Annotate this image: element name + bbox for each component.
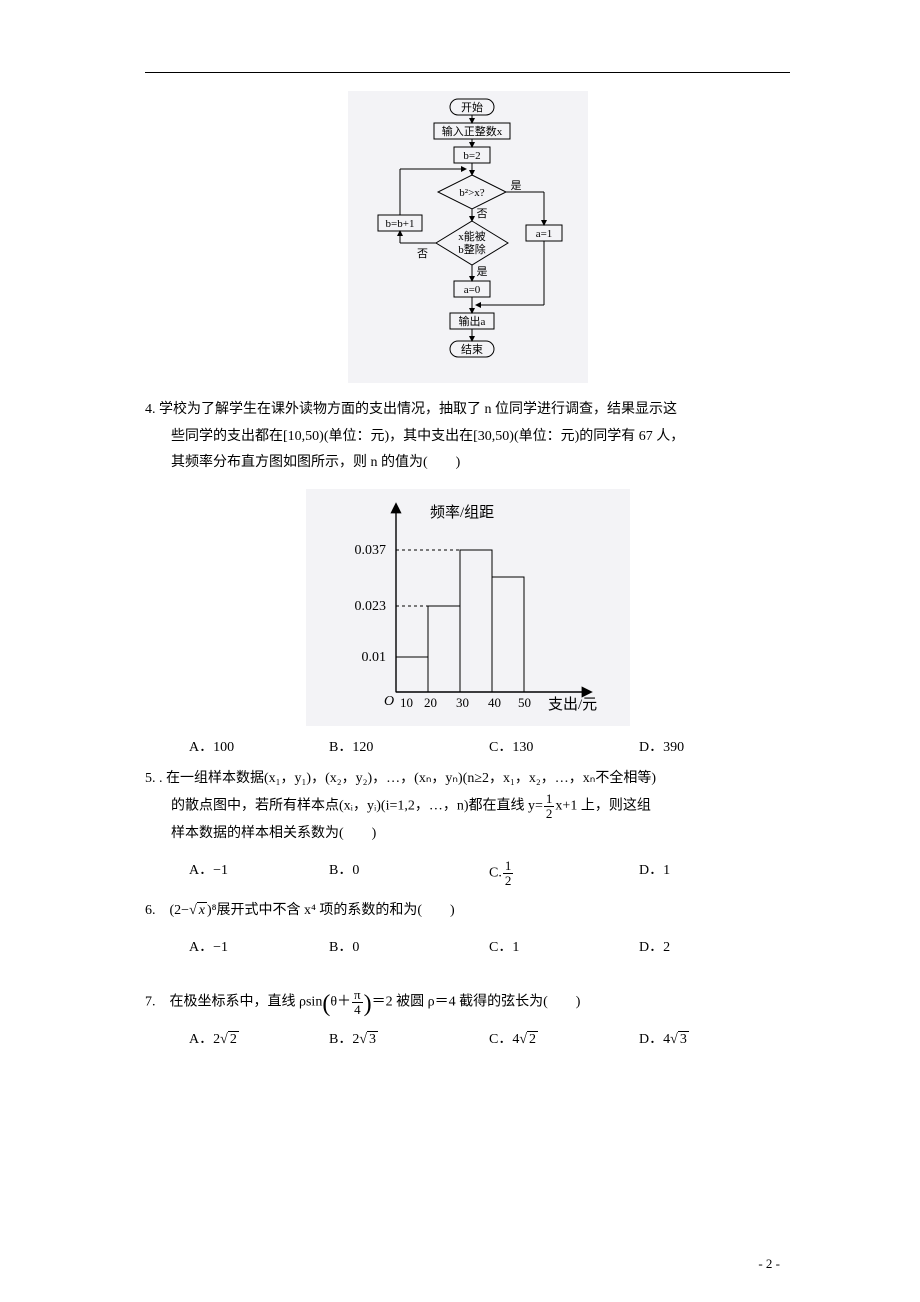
q5-opt-d: D．1 [639,859,670,887]
q7-opt-a: A．2√2 [189,1028,329,1048]
q5-opt-a: A．−1 [189,859,329,887]
q6-opt-d: D．2 [639,936,670,956]
page-number: - 2 - [758,1256,780,1272]
svg-text:输出a: 输出a [458,314,485,328]
q4-line2: 些同学的支出都在[10,50)(单位：元)，其中支出在[30,50)(单位：元)… [145,424,790,451]
flowchart-svg: 开始 输入正整数x b=2 b²>x? 是 [358,97,578,372]
q4-opt-a: A．100 [189,736,329,756]
question-5: 5. . 在一组样本数据(x₁，y₁)，(x₂，y₂)，…，(xₙ，yₙ)(n≥… [145,766,790,847]
q6-opt-b: B．0 [329,936,489,956]
svg-text:b=2: b=2 [463,150,480,162]
q4-opt-b: B．120 [329,736,489,756]
q6-opt-c: C．1 [489,936,639,956]
q5-line1: 5. . 在一组样本数据(x₁，y₁)，(x₂，y₂)，…，(xₙ，yₙ)(n≥… [145,766,790,793]
q7-opt-d: D．4√3 [639,1028,689,1048]
svg-text:30: 30 [456,695,469,710]
q5-line3: 样本数据的样本相关系数为( ) [145,821,790,848]
q5-options: A．−1 B．0 C.12 D．1 [145,859,790,887]
svg-text:O: O [384,694,394,709]
svg-text:0.037: 0.037 [354,543,386,558]
svg-text:开始: 开始 [461,100,483,114]
q5-opt-c: C.12 [489,859,639,887]
q4-opt-d: D．390 [639,736,684,756]
q7-opt-c: C．4√2 [489,1028,639,1048]
question-7: 7. 在极坐标系中，直线 ρsin(θ＋π4)＝2 被圆 ρ＝4 截得的弦长为(… [145,988,790,1016]
svg-text:输入正整数x: 输入正整数x [441,124,502,138]
svg-text:是: 是 [510,179,521,192]
q7-options: A．2√2 B．2√3 C．4√2 D．4√3 [145,1028,790,1048]
svg-text:50: 50 [518,695,531,710]
svg-text:否: 否 [417,248,428,260]
svg-text:0.01: 0.01 [361,650,386,665]
q5-line2: 的散点图中，若所有样本点(xᵢ，yᵢ)(i=1,2，…，n)都在直线 y=12x… [145,792,790,820]
svg-text:是: 是 [476,265,487,278]
q4-line3: 其频率分布直方图如图所示，则 n 的值为( ) [145,450,790,477]
svg-text:0.023: 0.023 [354,599,386,614]
q4-opt-c: C．130 [489,736,639,756]
histogram-svg: 频率/组距 支出/元 O 0.01 0.023 0.037 10 20 30 4… [318,497,618,717]
svg-text:x能被: x能被 [458,229,486,243]
q6-opt-a: A．−1 [189,936,329,956]
flowchart-figure: 开始 输入正整数x b=2 b²>x? 是 [145,91,790,383]
svg-text:b²>x?: b²>x? [459,187,485,199]
histogram-figure: 频率/组距 支出/元 O 0.01 0.023 0.037 10 20 30 4… [145,489,790,726]
svg-text:20: 20 [424,695,437,710]
svg-text:b=b+1: b=b+1 [385,218,414,230]
q5-opt-b: B．0 [329,859,489,887]
svg-text:否: 否 [476,208,487,220]
q6-options: A．−1 B．0 C．1 D．2 [145,936,790,956]
svg-text:频率/组距: 频率/组距 [430,504,494,521]
q7-opt-b: B．2√3 [329,1028,489,1048]
svg-text:支出/元: 支出/元 [548,696,597,713]
svg-text:10: 10 [400,695,413,710]
q4-line1: 4. 学校为了解学生在课外读物方面的支出情况，抽取了 n 位同学进行调查，结果显… [145,397,790,424]
question-6: 6. (2−√x)⁸展开式中不含 x⁴ 项的系数的和为( ) [145,898,790,925]
svg-text:40: 40 [488,695,501,710]
q4-options: A．100 B．120 C．130 D．390 [145,736,790,756]
svg-text:b整除: b整除 [458,242,486,256]
question-4: 4. 学校为了解学生在课外读物方面的支出情况，抽取了 n 位同学进行调查，结果显… [145,397,790,477]
svg-text:结束: 结束 [461,343,483,356]
header-rule [145,72,790,73]
svg-text:a=1: a=1 [535,228,552,240]
svg-text:a=0: a=0 [463,284,480,296]
